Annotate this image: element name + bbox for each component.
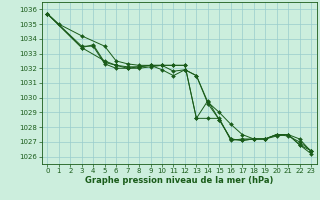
X-axis label: Graphe pression niveau de la mer (hPa): Graphe pression niveau de la mer (hPa) <box>85 176 273 185</box>
